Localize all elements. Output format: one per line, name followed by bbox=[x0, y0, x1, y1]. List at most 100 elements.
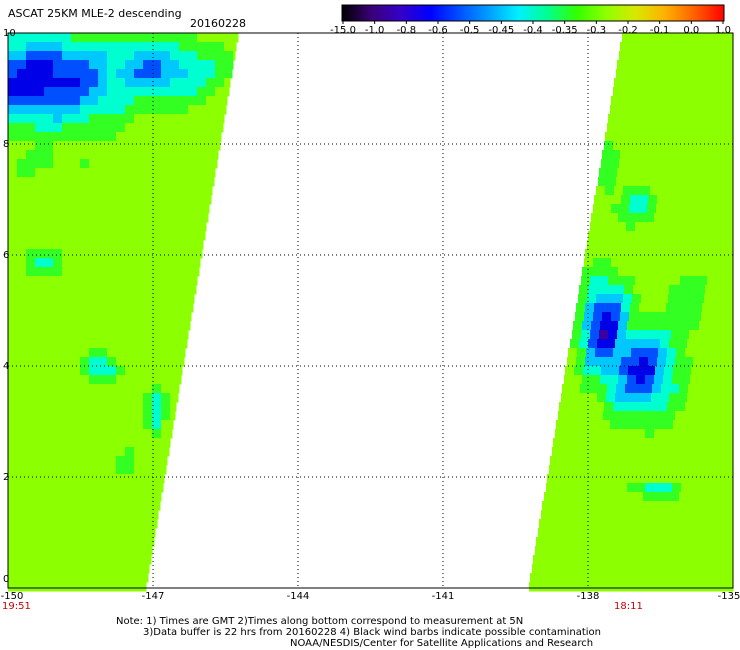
swath-cell bbox=[215, 60, 225, 70]
swath-cell bbox=[98, 258, 108, 268]
swath-cell bbox=[550, 456, 560, 466]
swath-cell bbox=[709, 159, 719, 169]
swath-cell bbox=[655, 366, 665, 376]
swath-cell bbox=[170, 177, 180, 187]
swath-cell bbox=[8, 420, 18, 430]
swath-cell bbox=[44, 555, 54, 565]
swath-cell bbox=[188, 132, 198, 142]
swath-cell bbox=[644, 537, 654, 547]
swath-cell bbox=[568, 348, 578, 358]
swath-cell bbox=[89, 492, 99, 502]
swath-cell bbox=[606, 447, 616, 457]
swath-cell bbox=[152, 195, 162, 205]
swath-cell bbox=[600, 321, 610, 331]
swath-cell bbox=[698, 222, 708, 232]
swath-cell bbox=[729, 195, 734, 205]
swath-cell bbox=[638, 96, 648, 106]
swath-cell bbox=[26, 42, 36, 52]
swath-cell bbox=[617, 60, 627, 70]
swath-cell bbox=[143, 348, 153, 358]
swath-cell bbox=[197, 123, 207, 133]
swath-cell bbox=[654, 375, 664, 385]
swath-cell bbox=[8, 546, 18, 556]
swath-cell bbox=[215, 96, 225, 106]
swath-cell bbox=[62, 303, 72, 313]
swath-cell bbox=[681, 213, 691, 223]
swath-cell bbox=[89, 114, 99, 124]
swath-cell bbox=[35, 357, 45, 367]
swath-cell bbox=[152, 420, 162, 430]
swath-cell bbox=[44, 258, 54, 268]
swath-cell bbox=[125, 474, 135, 484]
swath-cell bbox=[116, 51, 126, 61]
swath-cell bbox=[8, 141, 18, 151]
swath-cell bbox=[134, 456, 144, 466]
swath-cell bbox=[17, 240, 27, 250]
swath-cell bbox=[682, 582, 692, 592]
swath-cell bbox=[44, 213, 54, 223]
swath-cell bbox=[215, 105, 225, 115]
swath-cell bbox=[658, 87, 668, 97]
swath-cell bbox=[116, 519, 126, 529]
swath-cell bbox=[107, 528, 117, 538]
swath-cell bbox=[197, 231, 206, 241]
swath-cell bbox=[89, 375, 99, 385]
swath-cell bbox=[62, 150, 72, 160]
swath-cell bbox=[17, 357, 27, 367]
swath-cell bbox=[612, 465, 622, 475]
swath-cell bbox=[629, 204, 639, 214]
swath-cell bbox=[143, 33, 153, 43]
swath-cell bbox=[601, 528, 611, 538]
swath-cell bbox=[646, 582, 656, 592]
swath-cell bbox=[720, 465, 730, 475]
swath-cell bbox=[661, 546, 671, 556]
swath-cell bbox=[53, 51, 63, 61]
swath-cell bbox=[71, 186, 81, 196]
swath-cell bbox=[71, 258, 81, 268]
swath-cell bbox=[107, 582, 117, 592]
swath-cell bbox=[62, 393, 72, 403]
swath-cell bbox=[80, 33, 90, 43]
swath-cell bbox=[35, 339, 45, 349]
swath-cell bbox=[53, 312, 63, 322]
swath-cell bbox=[53, 78, 63, 88]
swath-cell bbox=[116, 429, 126, 439]
swath-cell bbox=[8, 501, 18, 511]
swath-cell bbox=[654, 267, 664, 277]
swath-cell bbox=[657, 195, 667, 205]
swath-cell bbox=[683, 42, 693, 52]
swath-cell bbox=[710, 204, 720, 214]
swath-cell bbox=[26, 132, 36, 142]
swath-cell bbox=[89, 321, 99, 331]
swath-cell bbox=[35, 411, 45, 421]
swath-cell bbox=[98, 384, 108, 394]
swath-cell bbox=[98, 303, 108, 313]
swath-cell bbox=[98, 87, 108, 97]
swath-cell bbox=[53, 132, 63, 142]
swath-cell bbox=[634, 492, 644, 502]
colorbar-label: -0.4 bbox=[523, 25, 543, 36]
swath-cell bbox=[680, 330, 690, 340]
swath-cell bbox=[716, 114, 726, 124]
swath-cell bbox=[107, 276, 117, 286]
swath-cell bbox=[674, 150, 684, 160]
swath-cell bbox=[161, 249, 171, 259]
swath-cell bbox=[35, 258, 45, 268]
swath-cell bbox=[170, 312, 180, 322]
swath-cell bbox=[616, 177, 626, 187]
swath-cell bbox=[647, 96, 657, 106]
swath-cell bbox=[592, 366, 602, 376]
swath-cell bbox=[597, 339, 607, 349]
swath-cell bbox=[594, 249, 604, 259]
swath-cell bbox=[616, 123, 626, 133]
swath-cell bbox=[567, 411, 577, 421]
swath-cell bbox=[629, 96, 639, 106]
swath-cell bbox=[80, 285, 90, 295]
swath-cell bbox=[53, 537, 63, 547]
swath-cell bbox=[62, 78, 72, 88]
swath-cell bbox=[660, 393, 670, 403]
swath-cell bbox=[107, 42, 117, 52]
swath-cell bbox=[655, 420, 665, 430]
swath-cell bbox=[170, 105, 180, 115]
swath-cell bbox=[692, 150, 702, 160]
